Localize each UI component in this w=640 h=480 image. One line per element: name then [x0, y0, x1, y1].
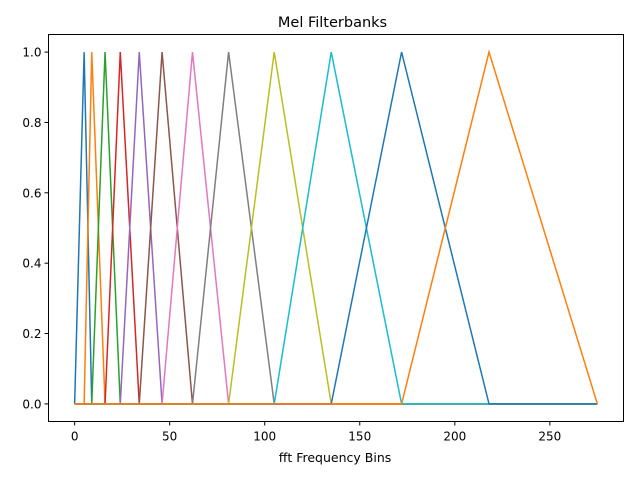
y-tick-label: 0.0: [22, 397, 41, 411]
x-tick-label: 150: [348, 430, 371, 444]
y-tick-label: 0.6: [22, 186, 41, 200]
x-tick-label: 0: [71, 430, 79, 444]
y-tick-label: 0.2: [22, 327, 41, 341]
chart-title: Mel Filterbanks: [278, 15, 387, 31]
plot-lines: [73, 49, 599, 405]
y-tick-label: 1.0: [22, 46, 41, 60]
plot-frame: [48, 34, 624, 422]
x-axis-label: fft Frequency Bins: [279, 450, 392, 465]
filter-line-12: [74, 49, 599, 405]
x-tick-label: 250: [538, 430, 561, 444]
x-tick-label: 200: [443, 430, 466, 444]
y-tick-label: 0.4: [22, 257, 41, 271]
axis-ticks: 0 50 100 150 200 250 0.0 0.2 0.4 0.6 0.8 1.0: [22, 46, 561, 444]
y-tick-label: 0.8: [22, 116, 41, 130]
x-tick-label: 100: [253, 430, 276, 444]
x-tick-label: 50: [162, 430, 177, 444]
